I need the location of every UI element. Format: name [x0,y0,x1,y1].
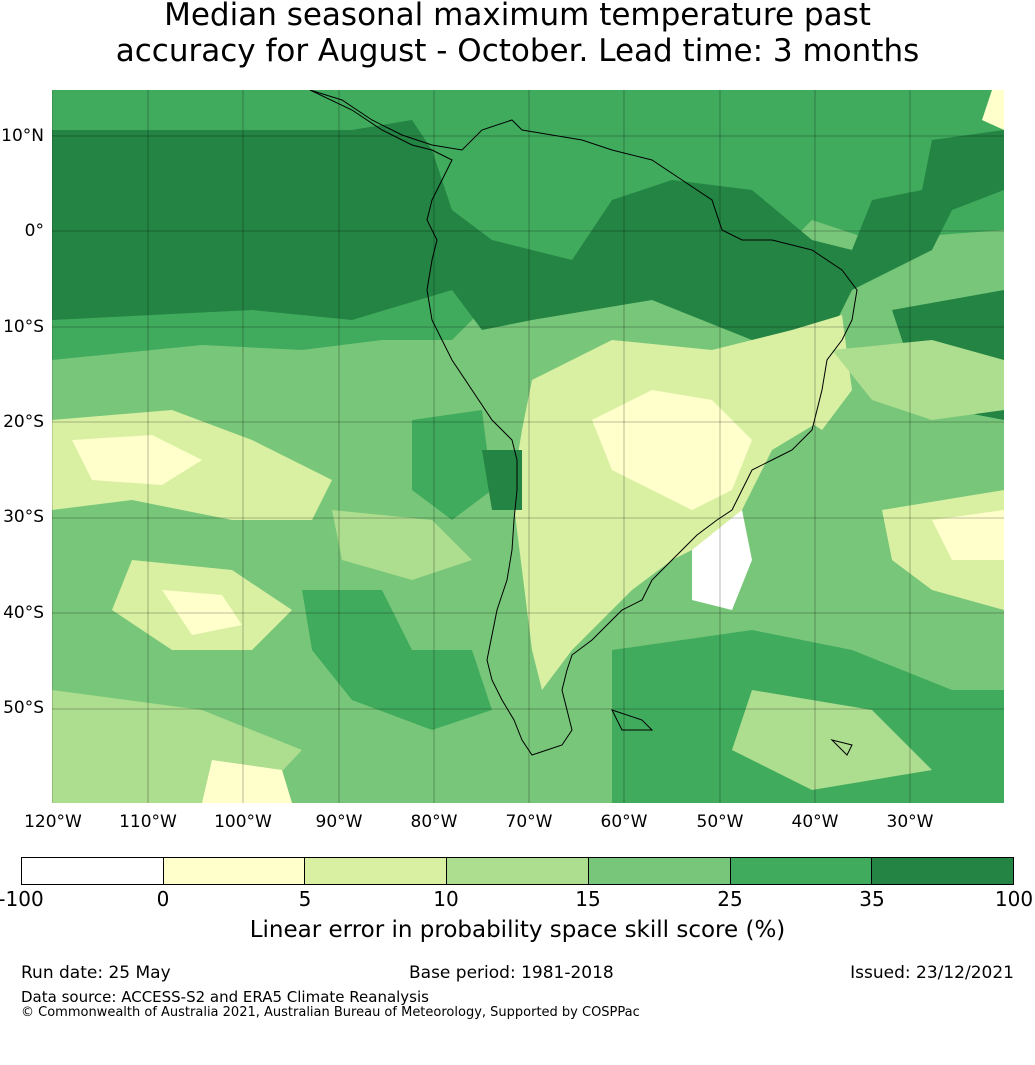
lon-label: 60°W [600,812,648,832]
skill-region [692,510,752,610]
colorbar-tick: 10 [433,887,459,911]
colorbar-tick: 35 [859,887,885,911]
skill-region [832,340,1004,420]
lon-label: 30°W [886,812,934,832]
coastline [830,739,853,756]
issued-date: Issued: 23/12/2021 [850,963,1014,983]
lon-label: 40°W [791,812,839,832]
skill-region [482,450,522,510]
colorbar-tick: 25 [717,887,743,911]
lat-label: 20°S [3,412,44,432]
skill-region [932,510,1004,560]
colorbar [21,857,1014,885]
colorbar-segment [447,858,589,884]
lon-label: 110°W [119,812,177,832]
lon-label: 50°W [696,812,744,832]
lat-label: 10°N [1,126,44,146]
map-title-line-2: accuracy for August - October. Lead time… [115,33,920,69]
colorbar-segment [163,858,306,884]
skill-region [982,90,1004,130]
lon-label: 70°W [505,812,553,832]
colorbar-label: Linear error in probability space skill … [249,917,786,943]
colorbar-tick: 5 [298,887,312,911]
lat-label: 50°S [3,698,44,718]
lon-label: 100°W [214,812,272,832]
skill-score-map [52,90,1004,803]
lat-label: 40°S [3,603,44,623]
lon-label: 90°W [315,812,363,832]
data-source: Data source: ACCESS-S2 and ERA5 Climate … [21,988,429,1006]
skill-region [52,120,1004,340]
skill-region [412,410,492,520]
colorbar-tick: 100 [994,887,1034,911]
copyright: © Commonwealth of Australia 2021, Austra… [21,1005,640,1020]
lon-label: 120°W [24,812,82,832]
colorbar-segment [305,858,448,884]
map-gridlines [52,90,1004,803]
colorbar-segment [588,858,731,884]
coastline [611,709,654,731]
skill-region [332,510,472,580]
colorbar-tick: 0 [156,887,170,911]
run-date: Run date: 25 May [21,963,171,983]
skill-region [202,760,292,803]
base-period: Base period: 1981-2018 [409,963,614,983]
skill-region [72,435,202,485]
skill-region [792,315,852,430]
skill-region [592,390,752,510]
lat-label: 30°S [3,507,44,527]
colorbar-tick: 15 [575,887,601,911]
lat-label: 10°S [3,317,44,337]
skill-region [162,590,242,635]
colorbar-segment [730,858,873,884]
map-title-line-1: Median seasonal maximum temperature past [164,0,871,33]
lon-label: 80°W [410,812,458,832]
coastline [309,90,858,756]
colorbar-tick: -100 [0,887,44,911]
skill-region [302,590,492,730]
colorbar-segment [872,858,1014,884]
colorbar-segment [22,858,164,884]
lat-label: 0° [24,221,44,241]
